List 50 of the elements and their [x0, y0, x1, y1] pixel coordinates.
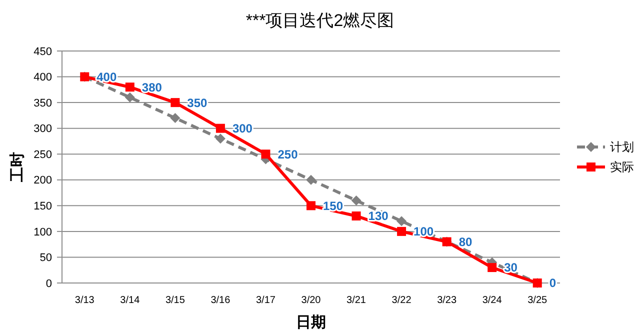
x-tick-label: 3/24 — [482, 295, 502, 306]
chart-title: ***项目迭代2燃尽图 — [246, 11, 394, 30]
point — [351, 196, 362, 206]
data-label: 380 — [142, 80, 162, 94]
data-label: 30 — [504, 260, 518, 275]
y-tick-label: 100 — [34, 226, 52, 238]
point — [396, 216, 407, 226]
y-axis-title: 工时 — [9, 152, 26, 183]
x-tick-label: 3/21 — [346, 295, 366, 306]
legend-label: 实际 — [610, 160, 634, 174]
y-tick-label: 400 — [34, 72, 52, 84]
data-label: 80 — [458, 234, 472, 249]
point — [124, 92, 135, 102]
point — [170, 98, 180, 108]
data-label: 150 — [323, 198, 344, 213]
data-label: 300 — [232, 122, 253, 136]
y-tick-label: 50 — [40, 252, 52, 264]
x-tick-label: 3/17 — [256, 295, 276, 306]
x-tick-label: 3/20 — [301, 295, 322, 306]
y-tick-label: 150 — [34, 200, 52, 213]
point — [216, 124, 225, 133]
point — [125, 82, 134, 92]
x-tick-label: 3/13 — [74, 295, 95, 306]
point — [306, 174, 316, 185]
data-label: 350 — [187, 96, 208, 110]
legend-label: 计划 — [610, 140, 634, 154]
x-tick-label: 3/14 — [120, 295, 140, 306]
x-axis-title: 日期 — [296, 314, 326, 331]
y-tick-label: 250 — [34, 148, 52, 161]
point — [488, 263, 497, 272]
x-tick-label: 3/22 — [392, 295, 412, 306]
point — [397, 226, 406, 236]
x-tick-label: 3/16 — [210, 295, 231, 306]
y-tick-label: 200 — [34, 174, 52, 187]
point — [306, 201, 316, 210]
data-label: 250 — [278, 147, 298, 162]
data-label: 130 — [368, 209, 389, 224]
data-label: 400 — [96, 70, 117, 84]
point — [352, 211, 361, 220]
x-tick-label: 3/23 — [437, 295, 457, 306]
y-tick-label: 300 — [34, 123, 52, 136]
point — [170, 113, 180, 124]
point — [215, 134, 226, 144]
x-tick-label: 3/15 — [165, 295, 186, 306]
x-tick-label: 3/25 — [528, 295, 548, 306]
y-tick-label: 0 — [46, 278, 52, 290]
y-tick-label: 350 — [34, 97, 52, 110]
data-label: 0 — [549, 276, 556, 290]
y-tick-label: 450 — [34, 46, 52, 58]
point — [261, 150, 270, 159]
